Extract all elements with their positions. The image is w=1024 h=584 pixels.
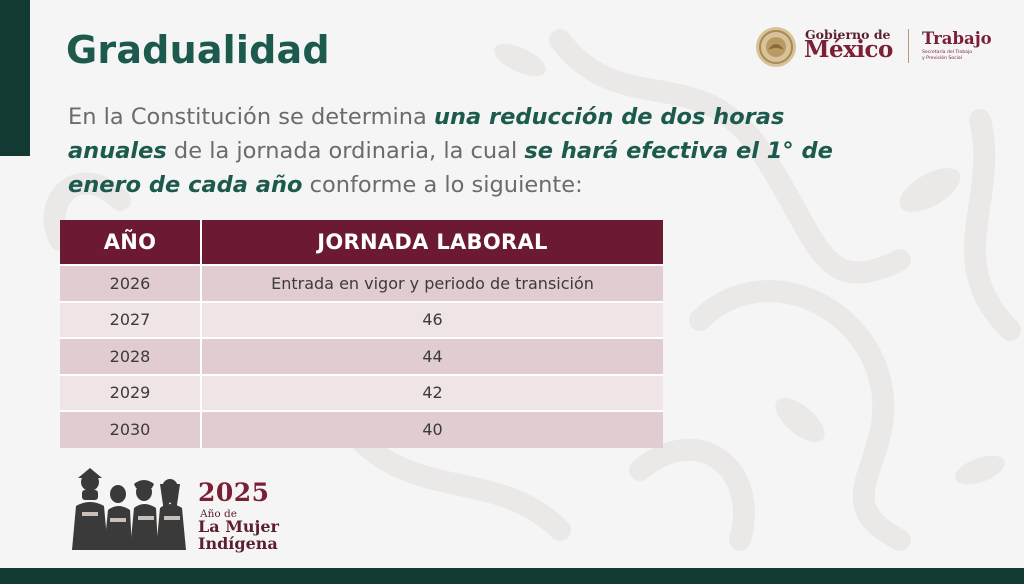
jornada-cell: 40 bbox=[201, 410, 663, 448]
year-cell: 2030 bbox=[60, 410, 202, 448]
table-row: 2027 46 bbox=[60, 300, 663, 338]
trabajo-text: Trabajo bbox=[922, 29, 992, 48]
trabajo-subtitle-line-1: Secretaría del Trabajo bbox=[922, 50, 973, 55]
jornada-cell: 46 bbox=[201, 300, 663, 338]
mexico-text: México bbox=[804, 36, 893, 63]
trabajo-subtitle-line-2: y Previsión Social bbox=[922, 55, 962, 61]
intro-highlight-1: una reducción de dos horas anuales bbox=[68, 104, 785, 164]
year-cell: 2028 bbox=[60, 337, 202, 375]
header-ano: AÑO bbox=[60, 220, 202, 265]
table-row: 2028 44 bbox=[60, 337, 663, 375]
gobierno-de-text: Gobierno de bbox=[805, 27, 891, 42]
table-header-row: AÑO JORNADA LABORAL bbox=[60, 220, 663, 265]
jornada-cell: 44 bbox=[201, 337, 663, 375]
logo-divider bbox=[908, 29, 909, 63]
footer-indigena: Indígena bbox=[198, 534, 278, 553]
year-cell: 2026 bbox=[60, 264, 202, 302]
table-row: 2030 40 bbox=[60, 410, 663, 448]
left-accent-bar bbox=[0, 0, 30, 156]
intro-text-3: conforme a lo siguiente: bbox=[302, 172, 583, 198]
intro-text-1: En la Constitución se determina bbox=[68, 104, 434, 130]
table-row: 2026 Entrada en vigor y periodo de trans… bbox=[60, 264, 663, 302]
header-jornada-laboral: JORNADA LABORAL bbox=[201, 220, 663, 265]
table-row: 2029 42 bbox=[60, 373, 663, 411]
gobierno-mexico-logo: Gobierno de México Trabajo Secretaría de… bbox=[754, 24, 1004, 70]
bottom-accent-bar bbox=[0, 568, 1024, 584]
footer-la-mujer: La Mujer bbox=[198, 517, 279, 536]
year-cell: 2029 bbox=[60, 373, 202, 411]
footer-ano-de: Año de bbox=[200, 508, 237, 520]
intro-highlight-2: se hará efectiva el 1° de enero de cada … bbox=[68, 138, 833, 198]
indigenous-women-illustration bbox=[72, 468, 186, 550]
intro-paragraph: En la Constitución se determina una redu… bbox=[68, 100, 858, 202]
jornada-cell: Entrada en vigor y periodo de transición bbox=[201, 264, 663, 302]
gradualidad-table: AÑO JORNADA LABORAL 2026 Entrada en vigo… bbox=[60, 220, 663, 448]
footer-year: 2025 bbox=[198, 478, 270, 507]
mexico-seal-icon bbox=[756, 27, 796, 67]
intro-text-2: de la jornada ordinaria, la cual bbox=[166, 138, 525, 164]
slide-title: Gradualidad bbox=[66, 28, 330, 72]
jornada-cell: 42 bbox=[201, 373, 663, 411]
year-cell: 2027 bbox=[60, 300, 202, 338]
trabajo-subtitle: Secretaría del Trabajo y Previsión Socia… bbox=[922, 50, 972, 61]
